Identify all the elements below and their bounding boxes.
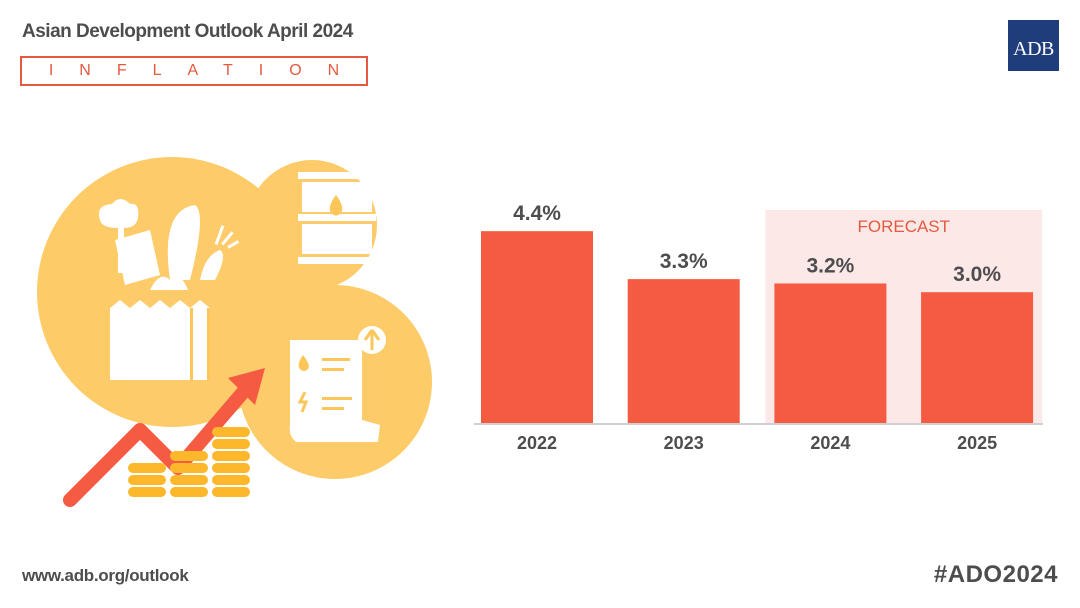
bar-2025 [921,292,1034,423]
rising-arrow-icon [63,368,265,507]
subtitle: INFLATION [48,62,366,79]
forecast-label: FORECAST [857,217,950,236]
x-tick-label-2025: 2025 [957,433,997,453]
grocery-bag-icon [98,199,240,380]
oil-barrel-icon [298,172,376,264]
value-label-2022: 4.4% [513,202,561,225]
x-tick-label-2023: 2023 [664,433,704,453]
bar-2022 [481,231,593,423]
bar-2023 [627,279,740,423]
coin-stacks-icon [128,427,250,497]
x-tick-label-2024: 2024 [810,433,850,453]
x-tick-label-2022: 2022 [517,433,557,453]
utility-bill-icon [289,326,386,442]
inflation-illustration [37,157,432,507]
subtitle-box: INFLATION [20,56,368,86]
value-label-2025: 3.0% [953,263,1001,286]
adb-logo: ADB [1008,20,1059,71]
value-label-2024: 3.2% [806,254,854,277]
website-link[interactable]: www.adb.org/outlook [22,566,189,585]
hashtag: #ADO2024 [933,561,1058,588]
bar-2024 [774,283,887,423]
page-title: Asian Development Outlook April 2024 [22,21,353,42]
value-label-2023: 3.3% [660,250,708,273]
